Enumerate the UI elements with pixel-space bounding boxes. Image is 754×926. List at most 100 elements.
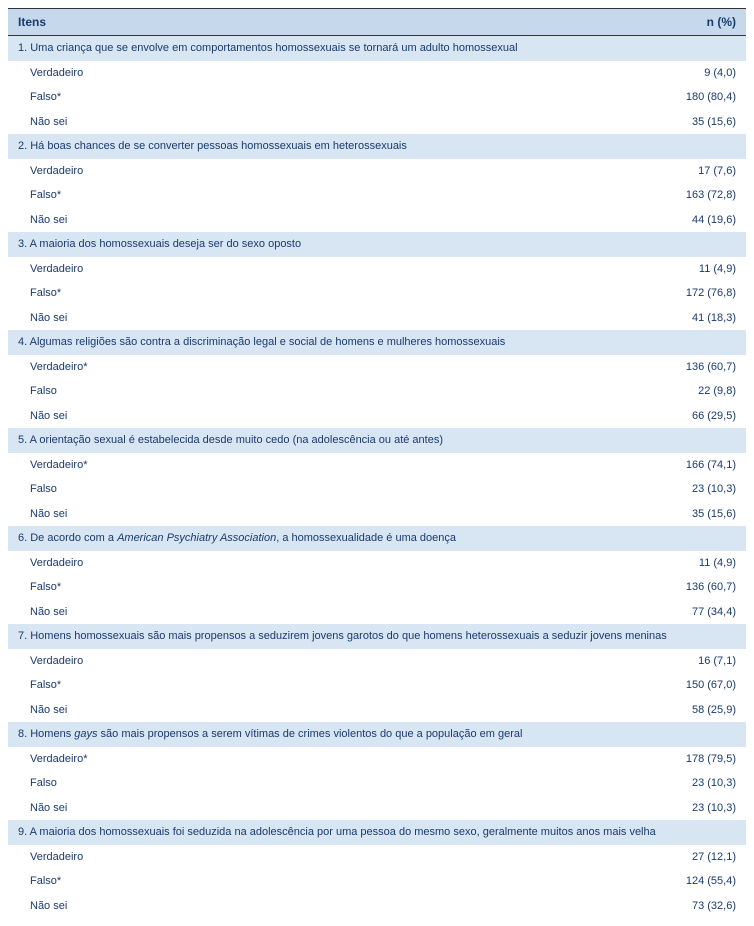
survey-table: Itens n (%) 1. Uma criança que se envolv… bbox=[8, 8, 746, 918]
answer-row: Falso*124 (55,4) bbox=[8, 869, 746, 894]
question-row: 7. Homens homossexuais são mais propenso… bbox=[8, 624, 746, 649]
answer-label: Falso* bbox=[8, 869, 422, 894]
answer-row: Verdadeiro16 (7,1) bbox=[8, 649, 746, 674]
answer-label: Verdadeiro bbox=[8, 551, 422, 576]
question-text: 9. A maioria dos homossexuais foi seduzi… bbox=[8, 820, 746, 845]
answer-label: Falso* bbox=[8, 281, 422, 306]
answer-row: Falso*180 (80,4) bbox=[8, 85, 746, 110]
header-itens: Itens bbox=[8, 9, 422, 36]
answer-value: 22 (9,8) bbox=[422, 379, 746, 404]
answer-value: 16 (7,1) bbox=[422, 649, 746, 674]
answer-value: 44 (19,6) bbox=[422, 208, 746, 233]
question-text: 8. Homens gays são mais propensos a sere… bbox=[8, 722, 746, 747]
answer-label: Falso* bbox=[8, 85, 422, 110]
question-text-post: são mais propensos a serem vítimas de cr… bbox=[98, 728, 523, 740]
answer-value: 23 (10,3) bbox=[422, 477, 746, 502]
answer-label: Não sei bbox=[8, 894, 422, 919]
answer-value: 77 (34,4) bbox=[422, 600, 746, 625]
answer-value: 66 (29,5) bbox=[422, 404, 746, 429]
answer-row: Não sei44 (19,6) bbox=[8, 208, 746, 233]
question-text: 5. A orientação sexual é estabelecida de… bbox=[8, 428, 746, 453]
answer-row: Verdadeiro11 (4,9) bbox=[8, 257, 746, 282]
answer-label: Falso bbox=[8, 477, 422, 502]
answer-value: 172 (76,8) bbox=[422, 281, 746, 306]
header-npct: n (%) bbox=[422, 9, 746, 36]
answer-label: Não sei bbox=[8, 502, 422, 527]
question-text-pre: 6. De acordo com a bbox=[18, 532, 117, 544]
answer-row: Falso*136 (60,7) bbox=[8, 575, 746, 600]
answer-row: Falso23 (10,3) bbox=[8, 477, 746, 502]
answer-value: 180 (80,4) bbox=[422, 85, 746, 110]
answer-row: Não sei35 (15,6) bbox=[8, 502, 746, 527]
answer-label: Verdadeiro bbox=[8, 257, 422, 282]
question-row: 1. Uma criança que se envolve em comport… bbox=[8, 36, 746, 61]
answer-label: Verdadeiro* bbox=[8, 355, 422, 380]
answer-label: Não sei bbox=[8, 698, 422, 723]
answer-value: 58 (25,9) bbox=[422, 698, 746, 723]
answer-label: Verdadeiro bbox=[8, 649, 422, 674]
answer-label: Verdadeiro bbox=[8, 845, 422, 870]
question-text-pre: 8. Homens bbox=[18, 728, 74, 740]
question-row: 6. De acordo com a American Psychiatry A… bbox=[8, 526, 746, 551]
answer-row: Falso22 (9,8) bbox=[8, 379, 746, 404]
answer-label: Falso bbox=[8, 771, 422, 796]
question-text-post: , a homossexualidade é uma doença bbox=[276, 532, 456, 544]
answer-row: Verdadeiro*136 (60,7) bbox=[8, 355, 746, 380]
table-body: 1. Uma criança que se envolve em comport… bbox=[8, 36, 746, 919]
answer-value: 136 (60,7) bbox=[422, 355, 746, 380]
answer-row: Não sei77 (34,4) bbox=[8, 600, 746, 625]
answer-value: 178 (79,5) bbox=[422, 747, 746, 772]
answer-value: 27 (12,1) bbox=[422, 845, 746, 870]
question-row: 9. A maioria dos homossexuais foi seduzi… bbox=[8, 820, 746, 845]
answer-row: Não sei23 (10,3) bbox=[8, 796, 746, 821]
answer-label: Não sei bbox=[8, 796, 422, 821]
answer-label: Verdadeiro bbox=[8, 61, 422, 86]
answer-value: 166 (74,1) bbox=[422, 453, 746, 478]
answer-label: Não sei bbox=[8, 600, 422, 625]
answer-row: Falso*163 (72,8) bbox=[8, 183, 746, 208]
answer-value: 23 (10,3) bbox=[422, 796, 746, 821]
answer-row: Falso23 (10,3) bbox=[8, 771, 746, 796]
answer-row: Verdadeiro27 (12,1) bbox=[8, 845, 746, 870]
answer-row: Não sei58 (25,9) bbox=[8, 698, 746, 723]
question-text: 2. Há boas chances de se converter pesso… bbox=[8, 134, 746, 159]
question-row: 5. A orientação sexual é estabelecida de… bbox=[8, 428, 746, 453]
answer-label: Verdadeiro bbox=[8, 159, 422, 184]
question-text: 6. De acordo com a American Psychiatry A… bbox=[8, 526, 746, 551]
question-row: 3. A maioria dos homossexuais deseja ser… bbox=[8, 232, 746, 257]
answer-value: 150 (67,0) bbox=[422, 673, 746, 698]
answer-row: Verdadeiro17 (7,6) bbox=[8, 159, 746, 184]
answer-row: Verdadeiro*166 (74,1) bbox=[8, 453, 746, 478]
answer-value: 73 (32,6) bbox=[422, 894, 746, 919]
answer-label: Não sei bbox=[8, 208, 422, 233]
question-text: 7. Homens homossexuais são mais propenso… bbox=[8, 624, 746, 649]
answer-row: Verdadeiro*178 (79,5) bbox=[8, 747, 746, 772]
answer-value: 11 (4,9) bbox=[422, 257, 746, 282]
answer-value: 41 (18,3) bbox=[422, 306, 746, 331]
answer-label: Não sei bbox=[8, 404, 422, 429]
answer-value: 163 (72,8) bbox=[422, 183, 746, 208]
answer-row: Não sei66 (29,5) bbox=[8, 404, 746, 429]
answer-label: Falso* bbox=[8, 673, 422, 698]
answer-label: Falso* bbox=[8, 183, 422, 208]
answer-value: 11 (4,9) bbox=[422, 551, 746, 576]
question-row: 2. Há boas chances de se converter pesso… bbox=[8, 134, 746, 159]
table-header-row: Itens n (%) bbox=[8, 9, 746, 36]
question-text-italic: gays bbox=[74, 728, 97, 740]
answer-row: Não sei35 (15,6) bbox=[8, 110, 746, 135]
answer-value: 136 (60,7) bbox=[422, 575, 746, 600]
answer-value: 35 (15,6) bbox=[422, 110, 746, 135]
answer-value: 124 (55,4) bbox=[422, 869, 746, 894]
question-text: 1. Uma criança que se envolve em comport… bbox=[8, 36, 746, 61]
answer-label: Não sei bbox=[8, 306, 422, 331]
answer-row: Falso*150 (67,0) bbox=[8, 673, 746, 698]
answer-value: 23 (10,3) bbox=[422, 771, 746, 796]
question-text: 4. Algumas religiões são contra a discri… bbox=[8, 330, 746, 355]
answer-value: 17 (7,6) bbox=[422, 159, 746, 184]
answer-label: Verdadeiro* bbox=[8, 747, 422, 772]
answer-row: Não sei73 (32,6) bbox=[8, 894, 746, 919]
answer-value: 9 (4,0) bbox=[422, 61, 746, 86]
question-text-italic: American Psychiatry Association bbox=[117, 532, 276, 544]
answer-label: Não sei bbox=[8, 110, 422, 135]
question-text: 3. A maioria dos homossexuais deseja ser… bbox=[8, 232, 746, 257]
